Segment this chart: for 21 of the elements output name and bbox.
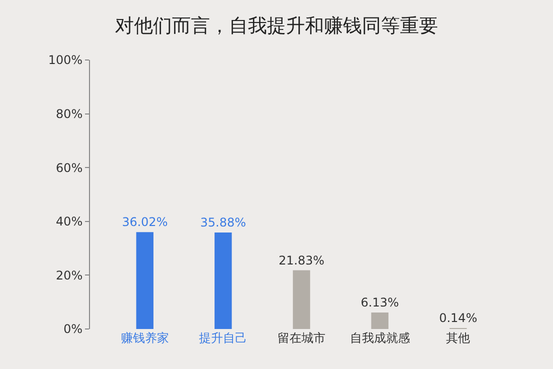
y-tick-label: 40% [56, 214, 83, 229]
data-label: 6.13% [360, 296, 399, 310]
bar [371, 312, 388, 329]
x-tick-label: 其他 [446, 331, 470, 345]
data-label: 35.88% [200, 215, 246, 230]
y-tick-label: 60% [56, 160, 83, 175]
y-tick-label: 80% [56, 107, 83, 121]
data-label: 21.83% [278, 253, 324, 268]
x-tick-label: 提升自己 [199, 331, 248, 345]
y-tick-label: 20% [56, 268, 83, 282]
bar [136, 232, 154, 329]
x-tick-label: 自我成就感 [350, 331, 410, 345]
y-tick-label: 0% [64, 322, 83, 336]
chart-title: 对他们而言，自我提升和赚钱同等重要 [115, 14, 438, 37]
x-tick-label: 赚钱养家 [120, 331, 169, 345]
bar [214, 232, 232, 329]
x-tick-label: 留在城市 [278, 331, 326, 345]
data-label: 36.02% [122, 215, 168, 230]
data-label: 0.14% [439, 311, 478, 325]
bar [292, 270, 310, 329]
y-tick-label: 100% [48, 53, 83, 68]
